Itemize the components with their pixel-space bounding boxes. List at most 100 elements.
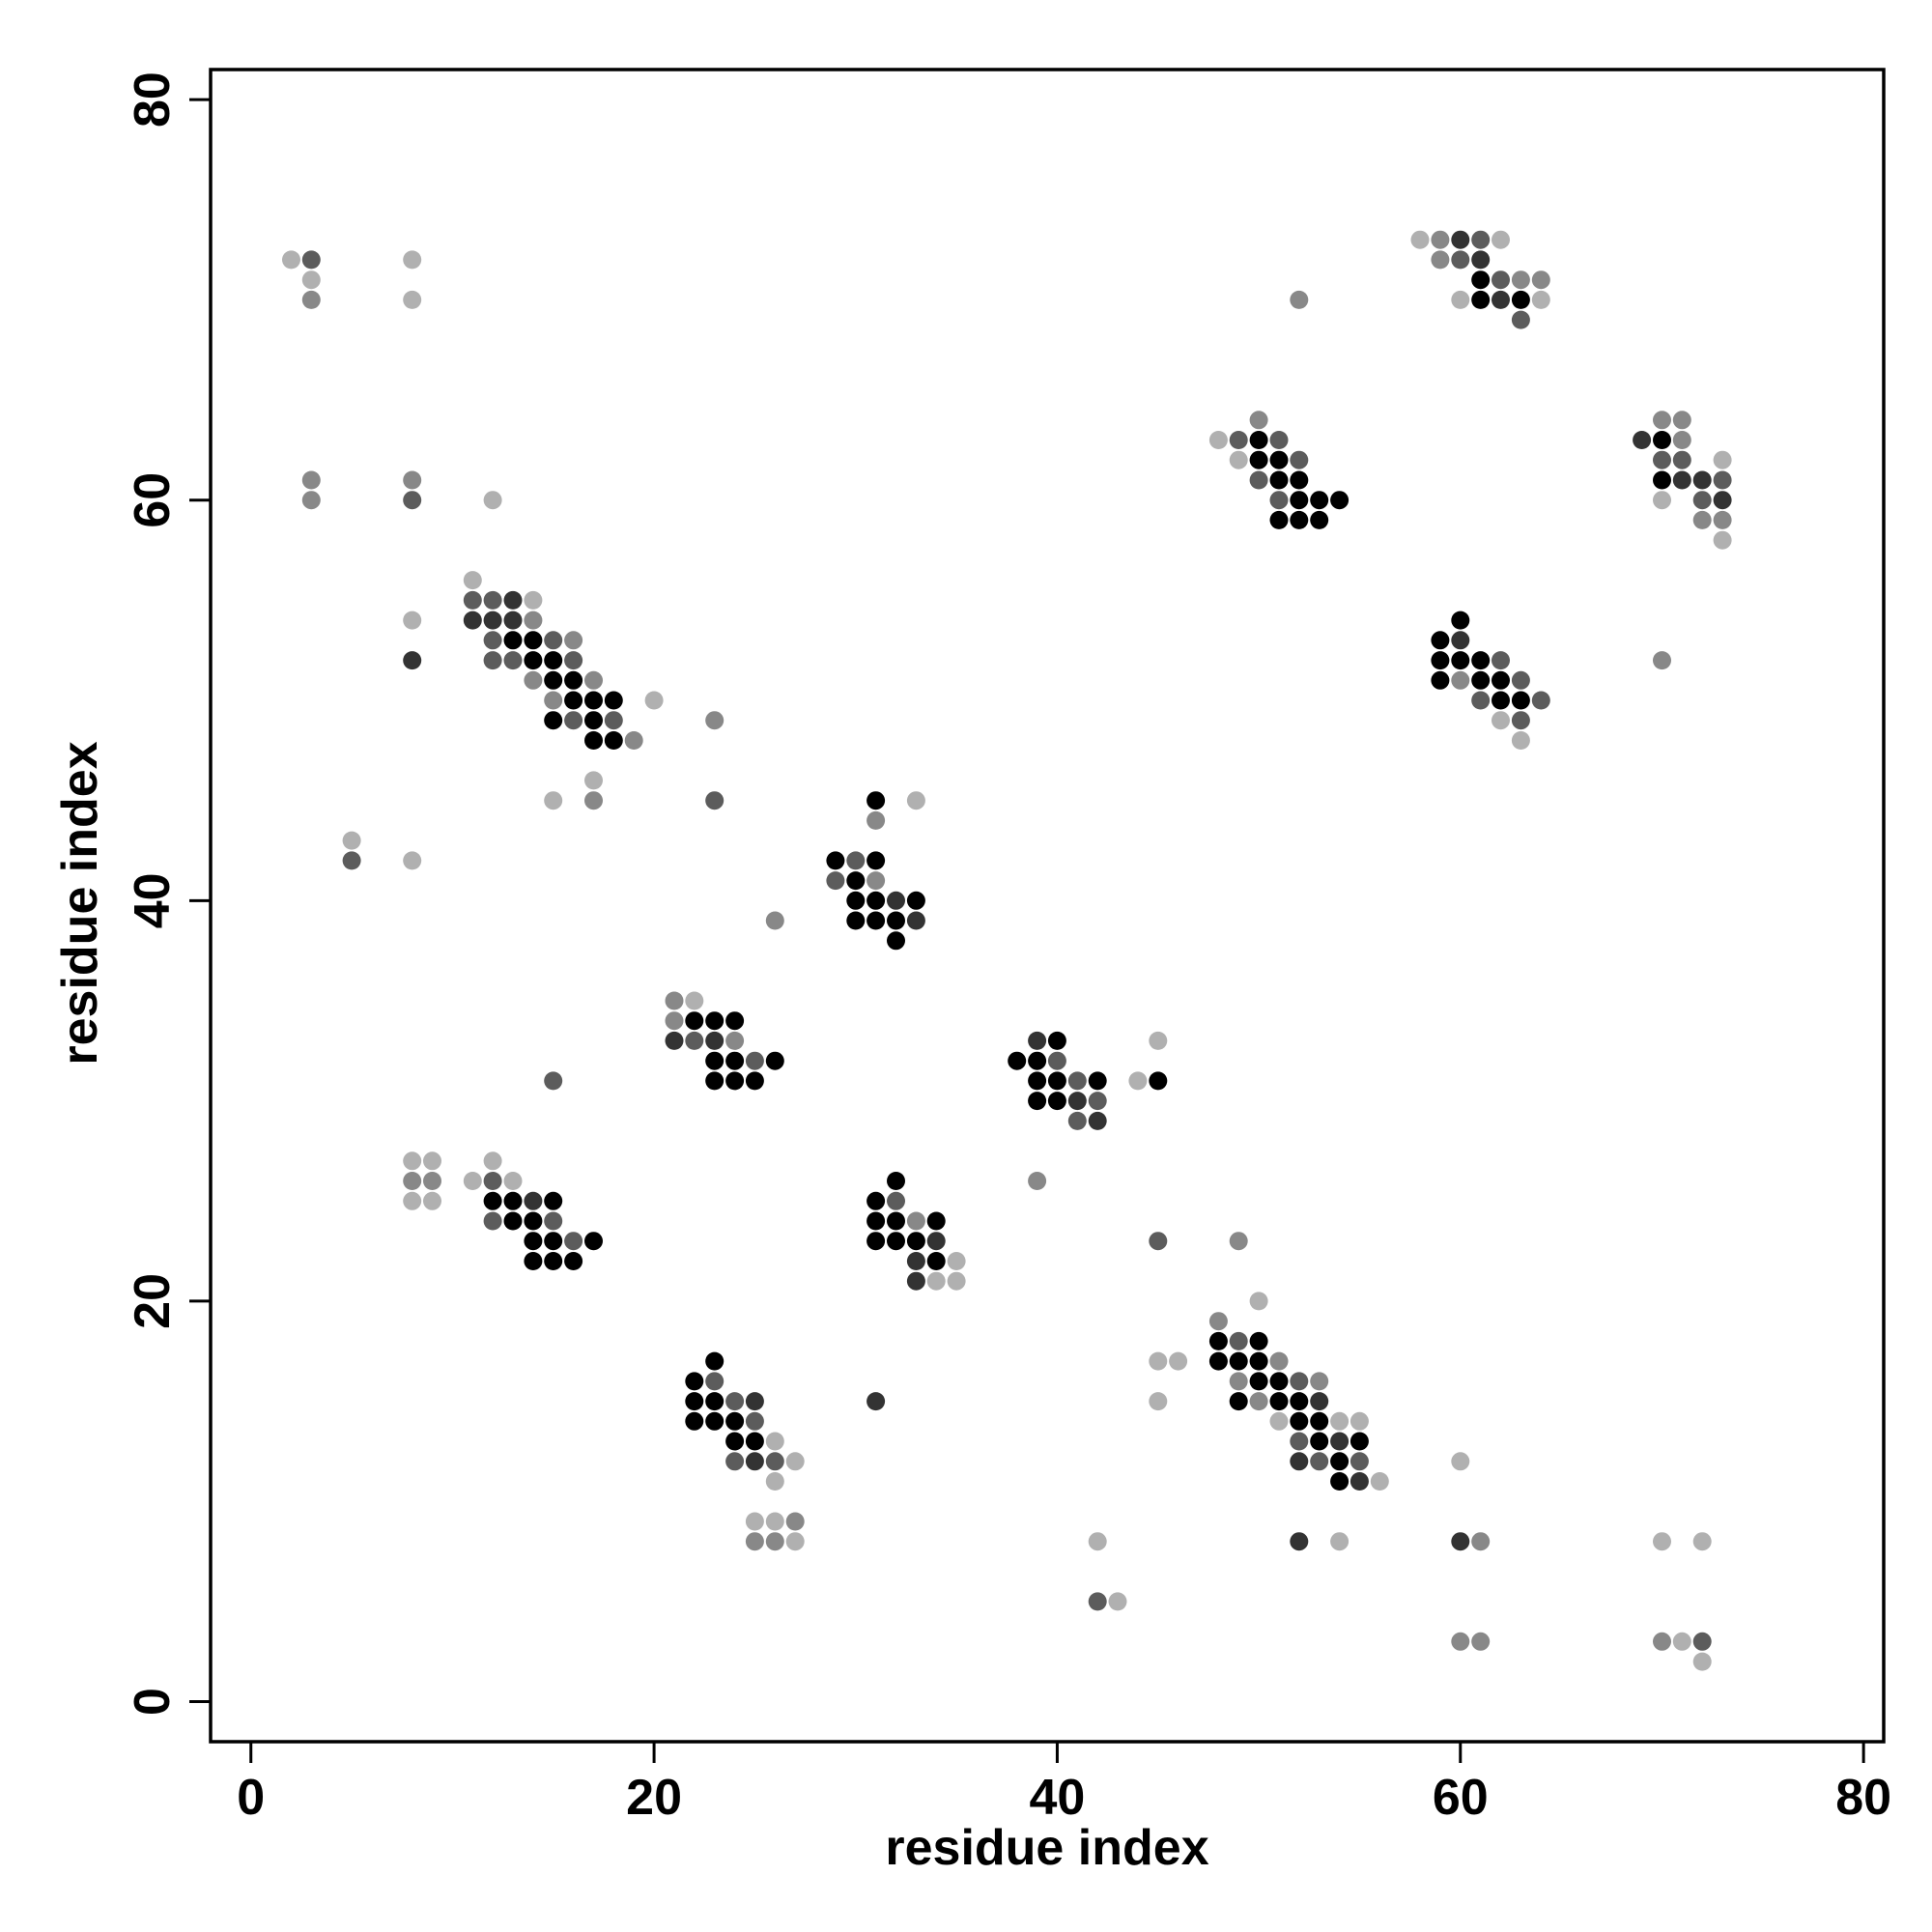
data-point — [1653, 1632, 1671, 1651]
data-point — [705, 1031, 724, 1050]
data-point — [705, 711, 724, 730]
data-point — [1672, 431, 1691, 449]
data-point — [1330, 1532, 1350, 1551]
data-point — [867, 891, 886, 910]
data-point — [1208, 1312, 1228, 1331]
data-point — [826, 871, 845, 891]
data-point — [1492, 270, 1510, 290]
data-point — [1028, 1031, 1047, 1050]
data-point — [1451, 670, 1470, 690]
data-point — [926, 1232, 946, 1251]
data-point — [906, 1271, 925, 1291]
data-point — [503, 651, 523, 670]
data-point — [867, 1191, 886, 1210]
data-point — [544, 1071, 563, 1091]
data-point — [1350, 1411, 1369, 1431]
data-point — [544, 1211, 563, 1231]
data-point — [1229, 1331, 1248, 1350]
data-point — [1653, 491, 1671, 510]
data-point — [1310, 1372, 1329, 1391]
data-point — [403, 1172, 422, 1190]
data-point — [867, 871, 886, 891]
x-axis: 0 20 40 60 80 — [237, 1740, 1891, 1826]
data-point — [1330, 1452, 1350, 1471]
data-point — [1653, 470, 1671, 490]
data-point — [1471, 1632, 1491, 1651]
data-point — [1249, 1392, 1268, 1411]
y-axis: 0 20 40 60 80 — [125, 71, 213, 1716]
data-point — [544, 1232, 563, 1251]
data-point — [1330, 491, 1350, 510]
data-point — [1290, 290, 1309, 309]
data-point — [1451, 611, 1470, 630]
data-point — [1511, 711, 1530, 730]
data-point — [584, 1232, 603, 1251]
data-point — [725, 1432, 745, 1451]
data-point — [725, 1071, 745, 1091]
data-point — [765, 1452, 784, 1471]
data-point — [1692, 470, 1712, 490]
data-point — [1310, 1452, 1329, 1471]
data-point — [503, 611, 523, 630]
data-point — [403, 491, 422, 510]
data-point — [1028, 1071, 1047, 1091]
data-point — [1451, 250, 1470, 270]
data-point — [1310, 1392, 1329, 1411]
data-point — [423, 1172, 441, 1190]
data-point — [1290, 1532, 1309, 1551]
data-point — [483, 491, 502, 510]
data-point — [483, 631, 502, 650]
data-point — [544, 691, 563, 710]
data-point — [725, 1011, 745, 1031]
data-point — [1088, 1532, 1107, 1551]
data-point — [1310, 510, 1329, 529]
data-point — [524, 631, 543, 650]
data-point — [1350, 1452, 1369, 1471]
data-point — [1229, 1232, 1248, 1251]
data-point — [1633, 431, 1652, 449]
data-point — [1290, 1392, 1309, 1411]
data-point — [685, 1372, 704, 1391]
data-point — [1431, 670, 1450, 690]
data-point — [1653, 651, 1671, 670]
data-point — [544, 651, 563, 670]
y-tick-label: 0 — [125, 1688, 181, 1716]
data-point — [1290, 510, 1309, 529]
data-point — [342, 851, 361, 870]
data-point — [1249, 470, 1268, 490]
y-axis-title: residue index — [52, 741, 108, 1065]
data-point — [1531, 270, 1550, 290]
data-point — [1067, 1111, 1087, 1130]
data-point — [1149, 1392, 1168, 1411]
data-point — [1088, 1111, 1107, 1130]
data-point — [745, 1392, 764, 1411]
data-point — [1269, 1372, 1289, 1391]
data-point — [503, 590, 523, 610]
data-point — [1310, 491, 1329, 510]
data-point — [301, 250, 321, 270]
data-point — [564, 711, 583, 730]
data-point — [503, 1191, 523, 1210]
data-point — [282, 250, 300, 270]
data-point — [765, 1512, 784, 1531]
data-point — [745, 1452, 764, 1471]
data-point — [1249, 1351, 1268, 1371]
data-point — [867, 1392, 886, 1411]
data-point — [1350, 1472, 1369, 1491]
data-point — [867, 810, 886, 830]
data-point — [1672, 411, 1691, 430]
data-point — [1713, 530, 1732, 550]
data-point — [584, 771, 603, 790]
data-point — [1047, 1051, 1066, 1070]
data-point — [483, 1151, 502, 1171]
data-point — [1370, 1472, 1389, 1491]
data-point — [604, 691, 623, 710]
data-point — [745, 1532, 764, 1551]
data-point — [1471, 1532, 1491, 1551]
data-point — [584, 711, 603, 730]
data-point — [1269, 470, 1289, 490]
data-point — [685, 1411, 704, 1431]
data-point — [1310, 1432, 1329, 1451]
data-point — [1330, 1432, 1350, 1451]
